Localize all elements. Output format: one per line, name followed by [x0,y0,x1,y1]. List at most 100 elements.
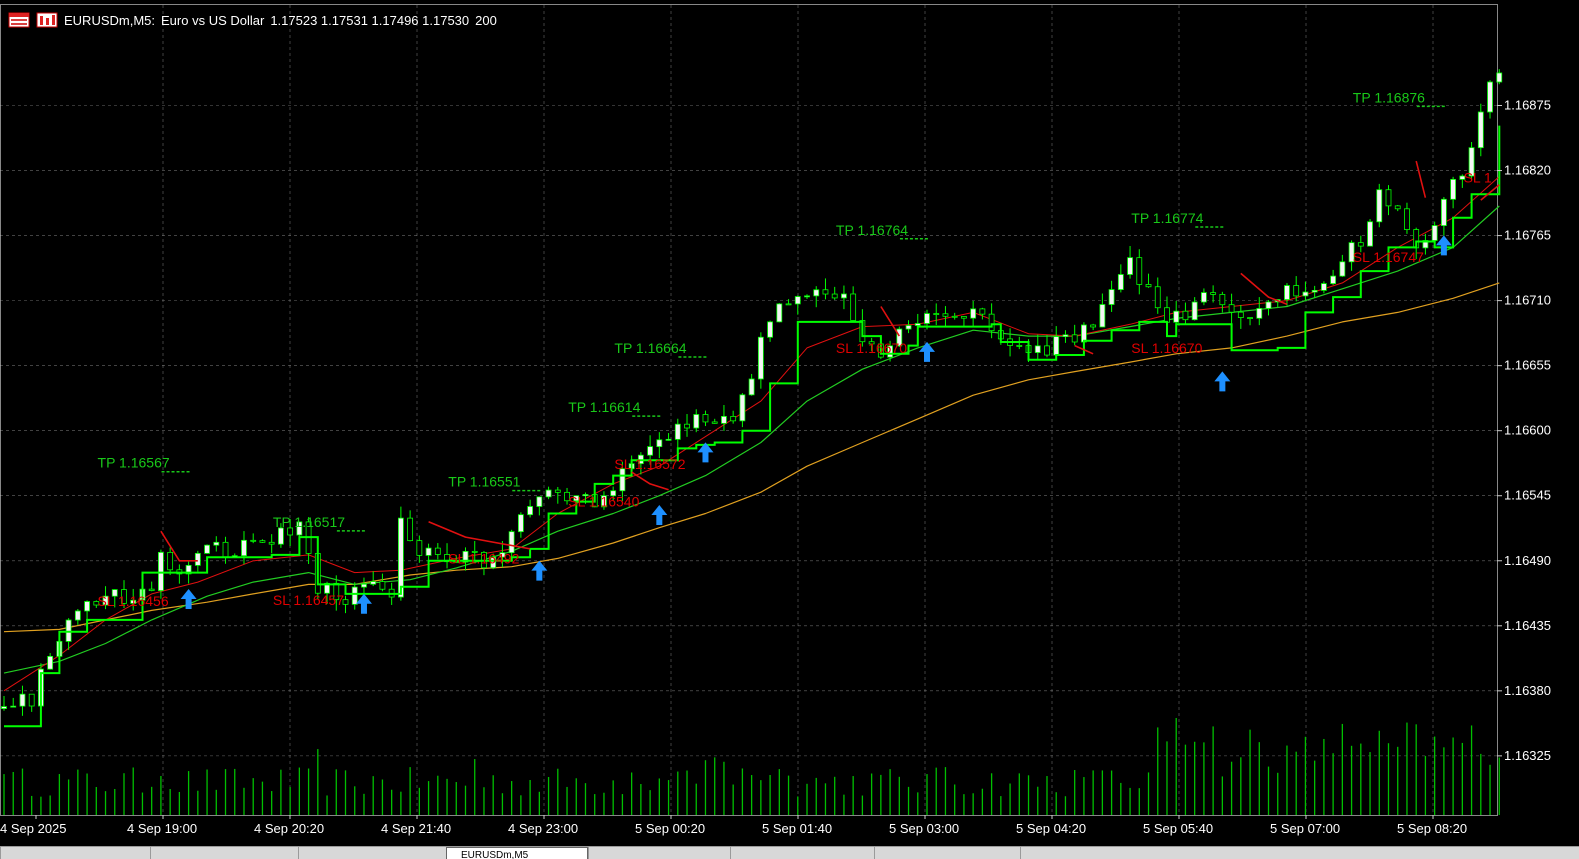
candle-body [1284,285,1290,300]
chart-tab[interactable] [1020,847,1579,859]
candle-body [610,490,617,497]
candle-body [684,423,690,429]
candle-body [1191,301,1198,321]
time-tick-label: 5 Sep 01:40 [762,821,832,836]
chart-tab[interactable] [0,847,150,859]
buy-arrows [180,235,1452,614]
bar-count: 200 [475,12,497,28]
tp-label: TP 1.16567 [98,455,170,471]
candle-body [1431,225,1438,241]
candle-body [582,494,589,497]
buy-arrow-icon [651,505,668,526]
candle-body [1367,221,1373,247]
sl-label: SL 1.16670 [1131,340,1202,356]
candle-body [1164,307,1170,323]
sl-label: SL 1.16670 [836,340,907,356]
candle-body [1293,285,1300,297]
candle-body [1145,284,1152,288]
ma-slow-line [3,282,1500,633]
time-tick-label: 4 Sep 23:00 [508,821,578,836]
price-tick-label: 1.16875 [1504,98,1551,113]
candle-body [277,527,284,545]
candle-body [721,416,727,424]
candle-body [554,489,561,493]
candle-body [434,547,441,555]
candle-body [1385,189,1392,207]
candle-body [130,599,137,604]
chart-tab[interactable] [874,847,1020,859]
candle-body [674,423,681,440]
chart-grid [0,4,1498,816]
price-axis: 1.16875 1.16820 1.16765 1.16710 1.16655 1.166… [1497,98,1551,763]
candle-body [102,595,109,606]
buy-arrow-icon [1435,235,1452,256]
moving-averages [3,176,1500,692]
candle-body [351,586,358,605]
candle-body [951,315,958,318]
candle-body [1496,72,1503,83]
trail-line-red [160,530,198,562]
sl-label: SL 1.16457 [273,592,344,608]
chart-window-icon[interactable] [36,12,58,28]
candle-body [1348,242,1355,263]
price-tick-label: 1.16325 [1504,748,1551,763]
candle-body [1071,334,1078,343]
candle-body [1394,205,1401,210]
candle-body [979,308,986,315]
candle-body [536,496,543,507]
candle-body [93,601,100,606]
tp-label: TP 1.16614 [568,399,640,415]
candle-body [757,336,764,380]
candle-body [1210,292,1217,295]
price-tick-label: 1.16710 [1504,293,1551,308]
chart-grid-icon[interactable] [8,12,30,28]
buy-arrow-icon [1214,371,1231,392]
sl-label: SL 1.16572 [614,456,685,472]
candle-body [1330,275,1337,284]
candle-body [804,295,810,298]
candle-body [767,321,773,338]
candle-body [1127,257,1133,275]
candle-body [813,289,820,297]
ma-fast-line [3,176,1500,692]
chart-tab[interactable] [588,847,730,859]
time-axis: 4 Sep 2025 4 Sep 19:00 4 Sep 20:20 4 Sep 21… [0,815,1467,836]
chart-tab[interactable] [298,847,446,859]
candle-body [656,439,663,448]
price-tick-label: 1.16655 [1504,358,1551,373]
sl-label: SL 1.16492 [448,550,519,566]
candle-body [1090,324,1097,328]
chart-tab[interactable] [730,847,874,859]
time-tick-label: 5 Sep 03:00 [889,821,959,836]
candle-body [185,564,192,575]
sl-label: SL 1.16456 [98,593,169,609]
candle-body [896,328,903,347]
candle-body [167,551,174,571]
candle-body [1034,345,1041,353]
candle-body [1201,292,1207,303]
chart-tab-bar: EURUSDm,M5 [0,846,1579,859]
candle-body [425,547,432,556]
candle-body [1154,286,1161,309]
candle-body [1016,345,1023,347]
chart-tab[interactable] [150,847,298,859]
candle-body [1459,175,1466,180]
candle-body [158,551,164,591]
candle-body [1173,310,1180,323]
tp-label: TP 1.16551 [448,474,520,490]
candle-body [527,506,534,516]
candle-body [665,438,672,441]
symbol-description: Euro vs US Dollar [161,12,265,28]
candle-body [1081,324,1087,343]
candle-body [988,313,995,332]
candle-body [370,581,377,585]
time-tick-label: 5 Sep 05:40 [1143,821,1213,836]
candle-body [1,706,7,709]
candle-body [647,446,653,456]
candle-body [324,582,330,594]
chart-tab-active[interactable]: EURUSDm,M5 [446,847,588,859]
candle-body [241,539,247,557]
candle-body [711,421,718,424]
candle-body [1404,208,1410,230]
